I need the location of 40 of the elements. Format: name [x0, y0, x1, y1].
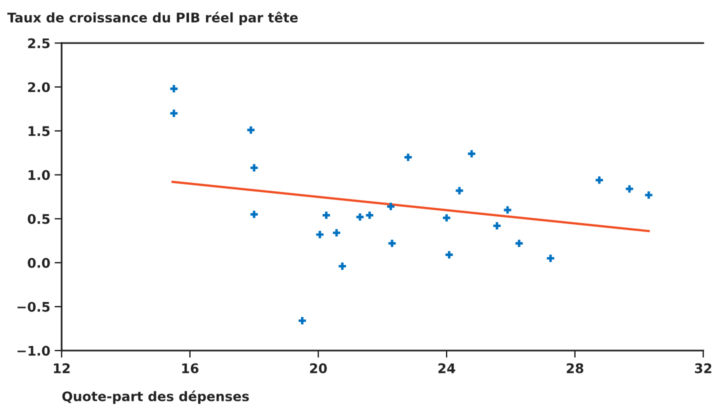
x-tick-label: 16 [182, 363, 198, 374]
x-tick-label: 20 [310, 363, 327, 374]
x-tick-label: 32 [694, 363, 712, 374]
y-tick-label: 1.0 [28, 170, 50, 180]
point [388, 240, 396, 248]
y-tick-label: 2.0 [28, 82, 50, 92]
point [515, 240, 523, 248]
point [298, 317, 306, 324]
point [322, 212, 330, 219]
point [366, 212, 374, 219]
point [468, 150, 476, 158]
point [456, 186, 464, 194]
point [316, 230, 324, 238]
point [493, 222, 501, 230]
chart-title: Taux de croissance du PIB réel par tête [7, 12, 298, 26]
point [445, 251, 453, 258]
point [247, 126, 255, 134]
point [250, 210, 258, 218]
point [645, 191, 652, 199]
x-tick-label: 24 [438, 363, 456, 374]
y-tick-label: 2.5 [28, 38, 50, 48]
point [338, 262, 346, 270]
y-tick-label: 0.5 [28, 214, 50, 224]
x-tick-label: 28 [566, 363, 584, 374]
point [170, 110, 178, 118]
y-tick-label: 1.5 [28, 126, 50, 136]
point [387, 202, 394, 210]
x-axis-title: Quote-part des dépenses [62, 390, 249, 404]
y-tick-label: −0.5 [17, 302, 50, 312]
y-tick-label: −1.0 [17, 346, 50, 356]
point [404, 154, 412, 161]
point [332, 229, 340, 236]
point [170, 85, 178, 92]
point [442, 214, 450, 222]
x-tick-label: 12 [54, 363, 70, 374]
point [626, 185, 634, 193]
point [546, 254, 554, 262]
point [250, 164, 258, 172]
point [596, 176, 603, 184]
y-tick-label: 0.0 [28, 258, 50, 268]
